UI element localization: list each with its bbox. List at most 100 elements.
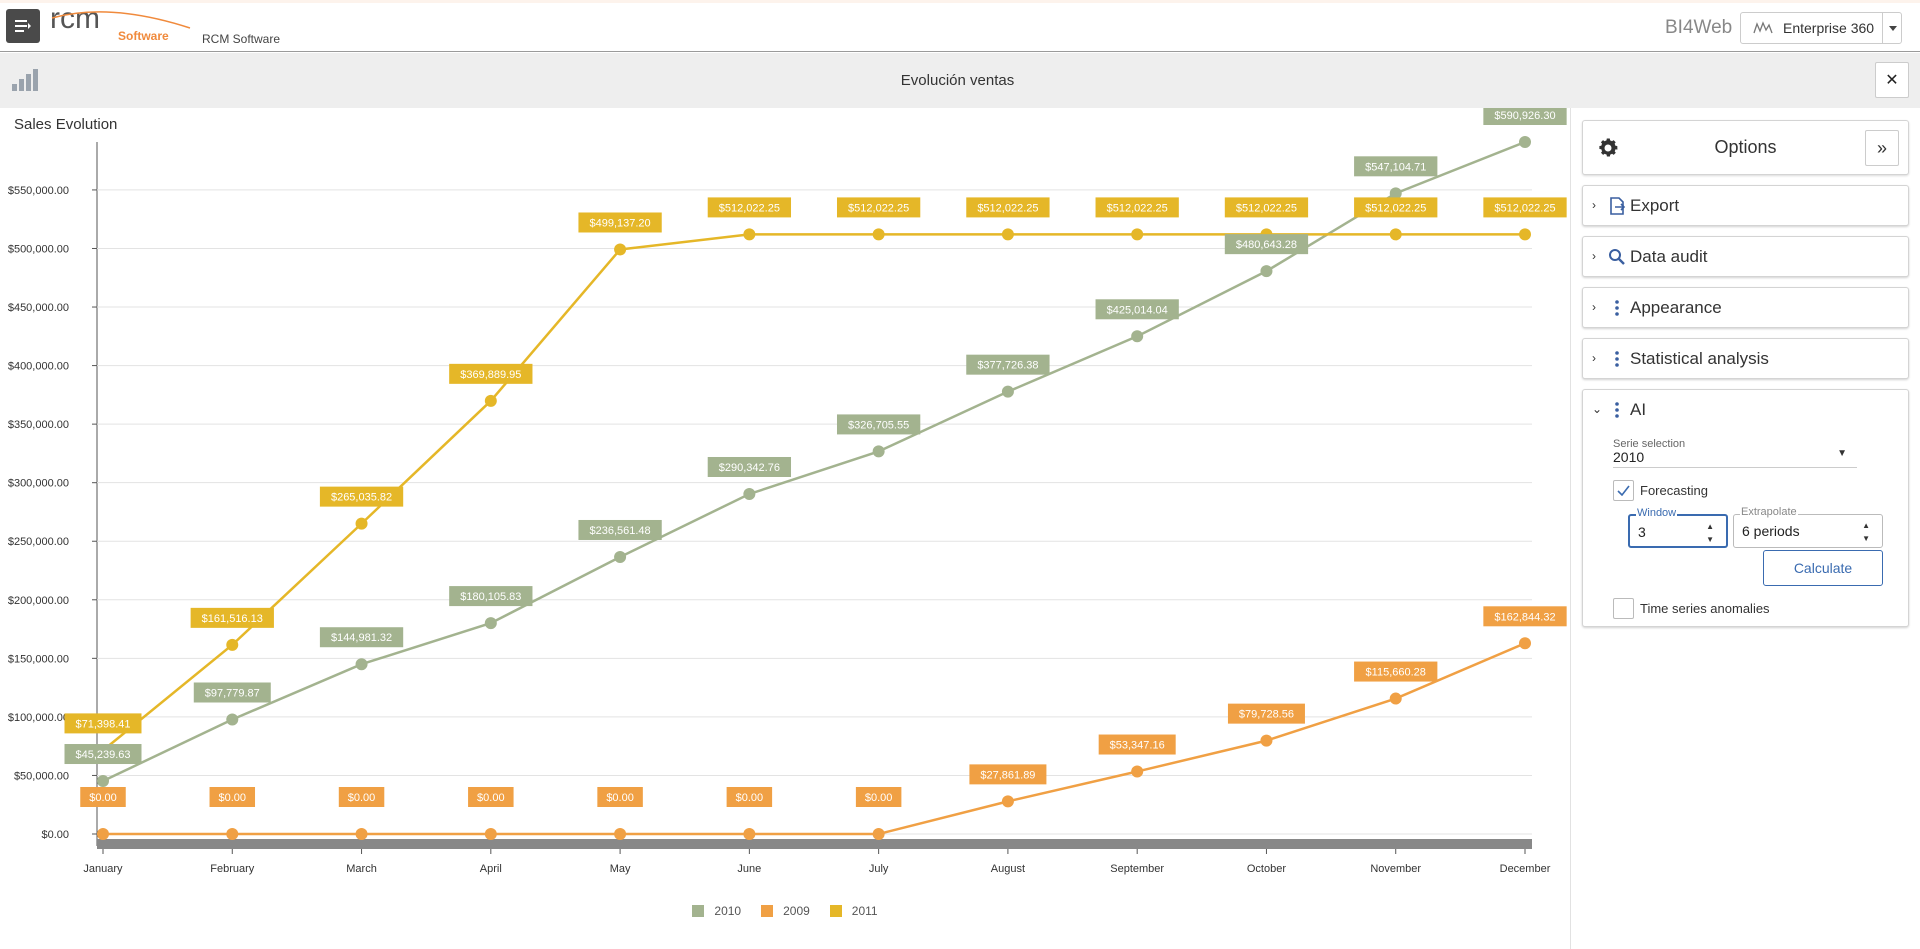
data-label: $97,779.87 (205, 687, 260, 699)
data-point-2010[interactable] (1001, 385, 1014, 398)
data-point-2009[interactable] (1260, 734, 1273, 747)
data-point-2009[interactable] (614, 828, 627, 840)
data-label-box (468, 787, 514, 807)
section-statistical-analysis[interactable]: › Statistical analysis (1582, 338, 1909, 379)
legend-item-2010[interactable]: 2010 (692, 904, 741, 918)
extrapolate-value: 6 periods (1742, 523, 1800, 539)
spinner-arrows-icon[interactable]: ▲ ▼ (1862, 521, 1870, 543)
data-point-2009[interactable] (1389, 692, 1402, 705)
view-titlebar: Evolución ventas ✕ (0, 53, 1920, 108)
data-point-2011[interactable] (1001, 228, 1014, 241)
serie-selection-select[interactable]: Serie selection 2010 ▼ (1613, 438, 1857, 468)
data-point-2011[interactable] (1389, 228, 1402, 241)
serie-selection-label: Serie selection (1613, 438, 1686, 450)
legend-label: 2009 (783, 904, 810, 918)
data-point-2010[interactable] (1519, 136, 1531, 148)
data-point-2009[interactable] (226, 828, 239, 840)
data-point-2011[interactable] (872, 228, 885, 241)
enterprise-selector[interactable]: Enterprise 360 (1740, 12, 1902, 44)
section-data-audit[interactable]: › Data audit (1582, 236, 1909, 277)
section-export[interactable]: › Export (1582, 185, 1909, 226)
legend-item-2009[interactable]: 2009 (761, 904, 810, 918)
legend-item-2011[interactable]: 2011 (829, 904, 878, 918)
logo-subtext: Software (118, 29, 169, 43)
legend-label: 2010 (714, 904, 742, 918)
calculate-button[interactable]: Calculate (1763, 550, 1883, 586)
data-label-box (449, 363, 533, 384)
data-point-2010[interactable] (872, 445, 885, 458)
chevron-down-icon: ▼ (1837, 448, 1847, 459)
data-point-2010[interactable] (484, 617, 497, 630)
data-point-2011[interactable] (743, 228, 756, 241)
data-point-2009[interactable] (743, 828, 756, 840)
chevron-down-icon[interactable]: ⌄ (1592, 402, 1603, 416)
data-label-box (1354, 156, 1438, 177)
data-point-2011[interactable] (1131, 228, 1144, 241)
data-point-2010[interactable] (226, 713, 239, 726)
forecasting-label: Forecasting (1640, 483, 1708, 498)
data-point-2011[interactable] (484, 394, 497, 407)
data-point-2009[interactable] (872, 828, 885, 840)
data-label: $115,660.28 (1366, 667, 1426, 679)
data-label: $0.00 (606, 792, 634, 804)
legend-swatch (692, 905, 705, 917)
data-point-2010[interactable] (1260, 265, 1273, 278)
options-header: Options » (1582, 120, 1909, 175)
chart-area: $0.00 $50,000.00 $100,000.00 $150,000.00 $20… (0, 108, 1570, 949)
window-input[interactable]: Window 3 ▲ ▼ (1628, 507, 1728, 548)
data-label: $79,728.56 (1239, 709, 1294, 721)
data-point-2009[interactable] (484, 828, 497, 840)
sales-evolution-chart: $0.00 $50,000.00 $100,000.00 $150,000.00 $20… (8, 108, 1567, 875)
data-point-2010[interactable] (355, 658, 368, 671)
export-icon (1610, 197, 1626, 215)
data-label: $161,516.13 (202, 613, 263, 625)
y-tick-label: $0.00 (41, 829, 69, 841)
spinner-arrows-icon[interactable]: ▲ ▼ (1706, 522, 1714, 544)
data-point-2010[interactable] (1131, 330, 1144, 343)
data-label-box (190, 607, 274, 628)
data-point-2009[interactable] (1001, 795, 1014, 808)
data-point-2010[interactable] (614, 550, 627, 563)
x-tick-label: August (991, 863, 1025, 875)
data-label: $547,104.71 (1365, 161, 1426, 173)
data-point-2009[interactable] (1131, 765, 1144, 778)
forecasting-checkbox[interactable] (1613, 480, 1634, 501)
data-label: $512,022.25 (977, 202, 1038, 214)
y-tick-label: $50,000.00 (14, 770, 69, 782)
data-point-2011[interactable] (614, 243, 627, 256)
bar-chart-icon (12, 69, 38, 91)
collapse-panel-button[interactable]: » (1865, 130, 1899, 166)
legend-swatch (829, 905, 842, 917)
x-tick-label: February (210, 863, 255, 875)
data-point-2011[interactable] (226, 638, 239, 651)
data-label: $0.00 (89, 792, 117, 804)
data-point-2010[interactable] (97, 775, 109, 788)
data-point-2009[interactable] (355, 828, 368, 840)
data-label-box (319, 486, 404, 507)
data-point-2011[interactable] (1519, 228, 1531, 241)
search-icon (1609, 249, 1625, 265)
data-label: $53,347.16 (1110, 740, 1165, 752)
data-label: $71,398.41 (75, 718, 130, 730)
section-appearance[interactable]: › Appearance (1582, 287, 1909, 328)
data-point-2011[interactable] (355, 517, 368, 530)
extrapolate-input[interactable]: Extrapolate 6 periods ▲ ▼ (1733, 506, 1883, 548)
close-view-button[interactable]: ✕ (1875, 62, 1909, 98)
hamburger-menu-button[interactable] (6, 9, 40, 43)
data-point-2009[interactable] (97, 828, 109, 840)
time-series-anomalies-checkbox[interactable] (1613, 598, 1634, 619)
section-label[interactable]: AI (1630, 400, 1647, 419)
data-point-2010[interactable] (743, 487, 756, 500)
checkmark-icon (1617, 485, 1630, 496)
data-point-2009[interactable] (1519, 637, 1531, 650)
data-label-box (1224, 197, 1309, 218)
enterprise-dropdown-caret[interactable] (1882, 12, 1902, 44)
data-point-2010[interactable] (1389, 187, 1402, 200)
data-label: $512,022.25 (1236, 202, 1297, 214)
data-label: $512,022.25 (1494, 202, 1555, 214)
vertical-dots-icon (1615, 300, 1619, 316)
chart-title: Sales Evolution (14, 116, 118, 133)
extrapolate-label: Extrapolate (1740, 506, 1798, 518)
data-label: $377,726.38 (977, 360, 1038, 372)
vertical-dots-icon (1615, 351, 1619, 367)
